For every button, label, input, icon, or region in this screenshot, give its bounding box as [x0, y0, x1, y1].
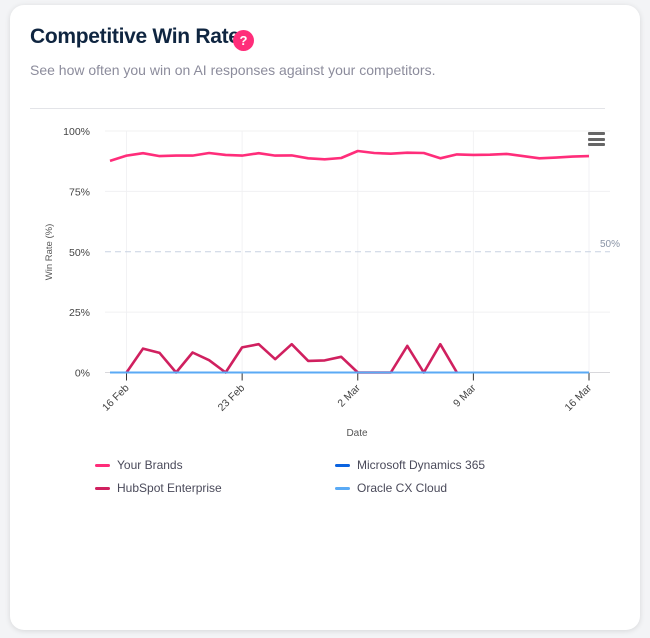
legend-swatch	[95, 463, 110, 467]
legend-item-hubspot-enterprise[interactable]: HubSpot Enterprise	[95, 481, 222, 495]
reference-line-label: 50%	[600, 239, 620, 250]
y-axis-title: Win Rate (%)	[44, 224, 55, 280]
legend-item-oracle-cx-cloud[interactable]: Oracle CX Cloud	[335, 481, 447, 495]
series-line-hubspot-enterprise	[125, 342, 459, 374]
legend-label: Oracle CX Cloud	[357, 481, 448, 495]
x-tick-label: 23 Feb	[216, 382, 248, 414]
y-tick-label: 100%	[63, 126, 90, 138]
x-tick-label: 16 Feb	[100, 382, 132, 414]
card-subtitle: See how often you win on AI responses ag…	[30, 62, 436, 78]
x-tick-label: 16 Mar	[563, 382, 595, 414]
y-tick-label: 25%	[69, 307, 90, 319]
x-tick-label: 9 Mar	[451, 382, 479, 410]
win-rate-card: Competitive Win Rate ? See how often you…	[10, 5, 640, 630]
help-icon[interactable]: ?	[233, 30, 254, 51]
legend-label: HubSpot Enterprise	[117, 481, 222, 495]
divider	[30, 108, 605, 109]
legend-swatch	[95, 486, 110, 490]
legend-item-microsoft-dynamics[interactable]: Microsoft Dynamics 365	[335, 458, 485, 472]
x-tick-label: 2 Mar	[335, 382, 363, 410]
legend-swatch	[335, 463, 350, 467]
legend-swatch	[335, 486, 350, 490]
legend-label: Your Brands	[117, 458, 183, 472]
x-axis-title: Date	[346, 428, 368, 439]
legend-item-your-brands[interactable]: Your Brands	[95, 458, 183, 472]
legend-label: Microsoft Dynamics 365	[357, 458, 486, 472]
y-tick-label: 50%	[69, 247, 90, 259]
y-tick-label: 0%	[75, 368, 90, 380]
chart-menu-icon[interactable]	[588, 132, 605, 146]
card-title: Competitive Win Rate	[30, 25, 240, 48]
series-line-your-brands	[109, 149, 590, 163]
y-tick-label: 75%	[69, 186, 90, 198]
